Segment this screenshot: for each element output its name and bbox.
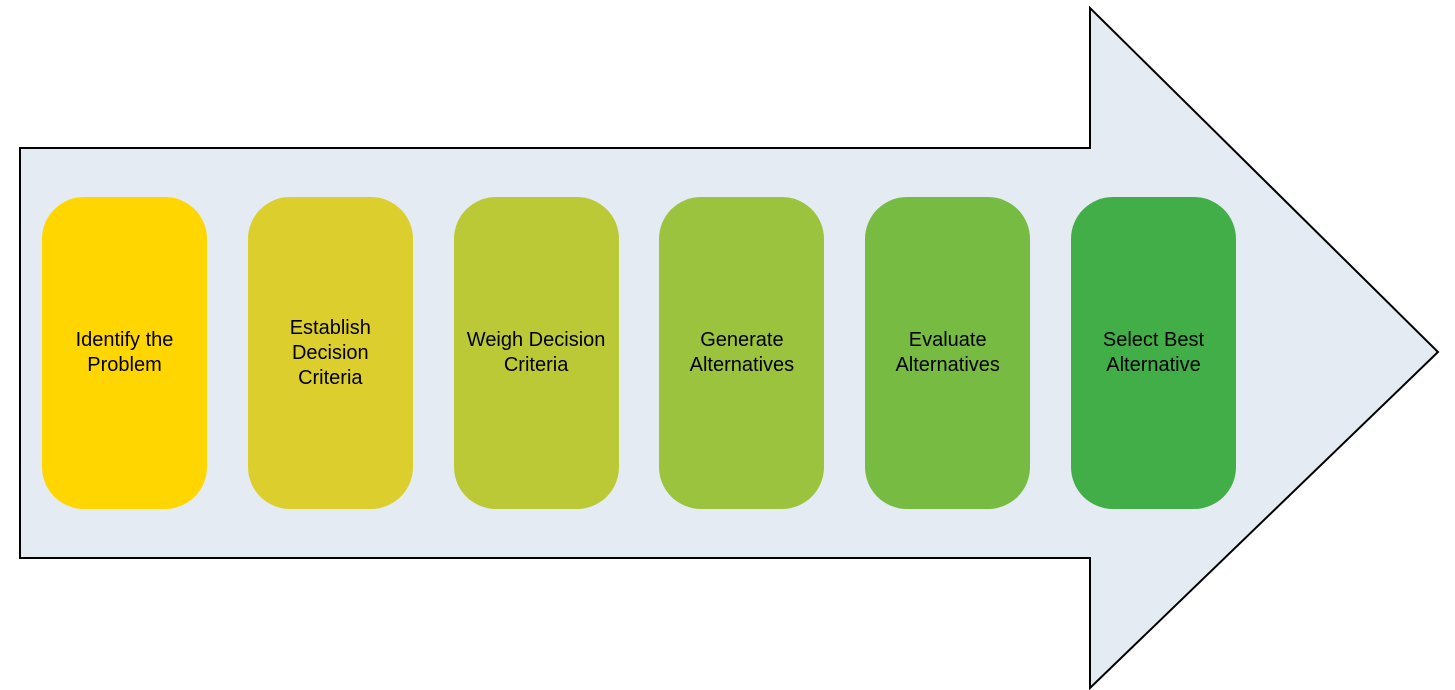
step-establish-criteria: Establish Decision Criteria (248, 197, 413, 509)
step-label: Establish Decision Criteria (258, 316, 403, 391)
step-label: Evaluate Alternatives (875, 328, 1020, 378)
step-identify-problem: Identify the Problem (42, 197, 207, 509)
step-weigh-criteria: Weigh Decision Criteria (454, 197, 619, 509)
process-steps-row: Identify the Problem Establish Decision … (42, 197, 1236, 509)
diagram-canvas: Identify the Problem Establish Decision … (0, 0, 1455, 690)
step-label: Identify the Problem (52, 328, 197, 378)
step-generate-alternatives: Generate Alternatives (659, 197, 824, 509)
step-label: Generate Alternatives (669, 328, 814, 378)
step-select-best-alternative: Select Best Alternative (1071, 197, 1236, 509)
step-label: Select Best Alternative (1081, 328, 1226, 378)
step-label: Weigh Decision Criteria (464, 328, 609, 378)
step-evaluate-alternatives: Evaluate Alternatives (865, 197, 1030, 509)
